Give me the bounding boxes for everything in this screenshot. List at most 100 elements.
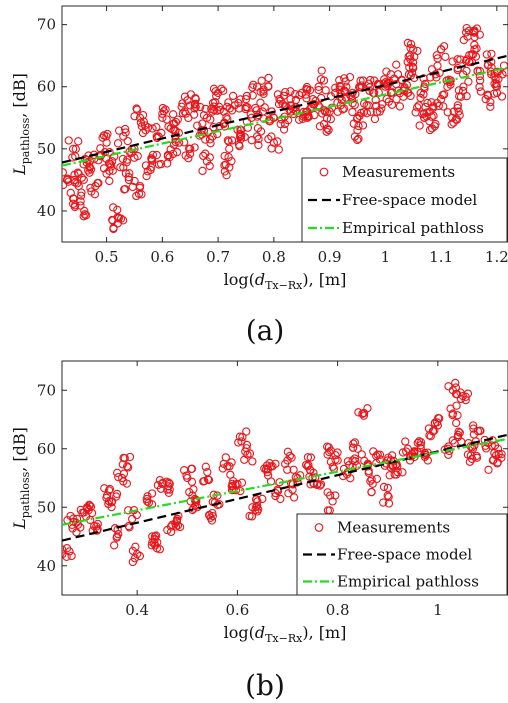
measurement-point [475, 426, 484, 435]
measurement-point [253, 124, 263, 133]
measurement-point [134, 189, 144, 199]
measurement-point [93, 179, 102, 188]
measurement-point [205, 161, 214, 171]
measurement-point [201, 149, 210, 158]
measurement-point [432, 418, 442, 427]
measurement-point [448, 410, 457, 420]
measurement-point [350, 100, 359, 110]
measurement-point [458, 86, 468, 96]
measurement-point [118, 154, 128, 164]
measurement-point [487, 49, 496, 58]
legend: Measurements Free-space model Empirical pa… [296, 513, 508, 596]
measurement-point [100, 484, 109, 493]
x-tick-label: 0.7 [206, 248, 230, 266]
measurement-point [372, 474, 382, 484]
measurement-point [73, 520, 83, 529]
measurement-point [120, 454, 129, 463]
measurement-point [304, 112, 313, 121]
measurement-point [131, 542, 140, 551]
measurement-point [113, 468, 122, 477]
measurement-point [208, 511, 217, 521]
measurement-point [435, 414, 444, 423]
y-tick-label: 50 [37, 140, 56, 158]
measurement-point [257, 76, 266, 85]
measurement-point [455, 428, 465, 437]
measurement-point [384, 492, 393, 501]
x-tick-label: 0.4 [125, 601, 149, 619]
measurement-point [206, 139, 215, 148]
measurement-point [439, 42, 449, 51]
measurement-point [253, 501, 262, 510]
measurement-point [185, 487, 194, 497]
measurement-point [254, 110, 263, 120]
measurement-point [483, 90, 492, 99]
measurement-point [264, 73, 273, 83]
measurement-point [439, 102, 448, 111]
measurement-point [383, 483, 392, 493]
measurement-point [326, 457, 336, 466]
measurement-point [436, 45, 446, 54]
measurement-point [285, 451, 295, 461]
measurement-point [290, 89, 300, 99]
measurement-point [104, 486, 114, 495]
measurement-point [122, 462, 132, 471]
measurement-point [249, 80, 258, 89]
measurement-point [218, 464, 227, 473]
measurement-point [142, 171, 151, 181]
measurement-point [209, 84, 219, 93]
measurement-point [110, 152, 119, 161]
measurement-point [129, 505, 139, 515]
measurement-point [320, 106, 329, 115]
measurement-point [248, 457, 257, 466]
measurement-point [62, 545, 67, 554]
measurement-point [301, 90, 310, 99]
measurement-point [404, 52, 413, 61]
legend-label: Measurements [337, 519, 450, 537]
measurement-point [263, 471, 273, 480]
measurement-point [119, 216, 128, 225]
measurement-point [497, 450, 506, 459]
measurement-point [475, 71, 485, 81]
measurement-point [124, 172, 133, 182]
measurement-point [348, 107, 357, 117]
measurement-point [271, 459, 280, 468]
measurement-point [465, 457, 475, 466]
measurement-point [241, 104, 250, 114]
measurement-point [375, 450, 385, 459]
measurement-point [146, 165, 155, 175]
measurement-point [224, 137, 233, 146]
measurement-point [222, 171, 231, 180]
measurement-point [222, 113, 231, 122]
measurement-point [333, 107, 342, 116]
y-tick-label: 40 [37, 557, 56, 575]
measurement-point [335, 76, 344, 85]
measurement-point [80, 210, 89, 219]
legend-label: Measurements [342, 163, 455, 181]
measurement-point [227, 482, 236, 491]
measurement-point [227, 485, 237, 495]
measurement-point [421, 102, 430, 112]
measurement-point [484, 465, 493, 474]
measurement-point [408, 58, 418, 67]
measurement-point [340, 87, 350, 97]
y-tick-label: 40 [37, 202, 56, 220]
measurement-point [475, 30, 484, 39]
measurement-point [281, 87, 290, 97]
measurement-point [392, 60, 401, 69]
measurement-point [469, 421, 478, 430]
y-tick-label: 60 [37, 440, 56, 458]
measurement-point [242, 440, 252, 450]
measurement-point [445, 446, 454, 456]
measurement-point [317, 93, 326, 103]
measurement-point [65, 547, 74, 556]
measurement-point [371, 95, 380, 105]
measurement-point [454, 107, 463, 116]
measurement-point [221, 453, 230, 462]
measurement-point [152, 122, 161, 132]
measurement-point [453, 101, 462, 110]
measurement-point [461, 395, 470, 405]
measurement-point [490, 441, 500, 450]
measurement-point [453, 411, 462, 420]
measurement-point [456, 55, 465, 64]
measurement-point [110, 541, 119, 550]
